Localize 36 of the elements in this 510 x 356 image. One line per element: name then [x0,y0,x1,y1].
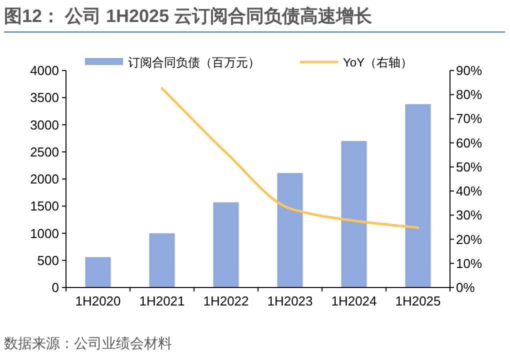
y2-tick-label: 90% [456,63,482,78]
y-tick-label: 0 [52,280,59,295]
source-note: 数据来源：公司业绩会材料 [4,335,172,351]
bar [277,173,303,288]
y2-tick-label: 40% [456,184,482,199]
y2-tick-label: 50% [456,159,482,174]
y2-tick-label: 30% [456,208,482,223]
line-series [160,87,420,229]
y2-tick-label: 20% [456,232,482,247]
y-tick-label: 500 [37,252,59,268]
y2-tick-label: 60% [456,135,482,150]
bar [341,141,367,288]
chart-title: 图12： 公司 1H2025 云订阅合同负债高速增长 [4,6,374,26]
legend-label: 订阅合同负债（百万元） [128,56,260,70]
y-tick-label: 2500 [30,144,59,160]
x-tick-label: 1H2020 [75,294,121,308]
y-tick-label: 1000 [30,226,59,241]
y-tick-label: 3500 [30,90,59,106]
bar [85,257,111,288]
y2-tick-label: 0% [456,280,476,295]
y-tick-label: 2000 [30,172,59,186]
y2-tick-label: 80% [456,87,482,102]
bar [405,104,431,288]
bar [149,233,175,288]
x-tick-label: 1H2021 [139,294,185,308]
y-tick-label: 4000 [30,63,59,78]
x-tick-label: 1H2025 [395,294,441,308]
bar [213,202,239,288]
x-tick-label: 1H2022 [203,294,249,308]
x-tick-label: 1H2023 [267,294,313,308]
legend-label: YoY（右轴） [343,56,413,70]
y2-tick-label: 10% [456,256,482,271]
y-tick-label: 3000 [30,117,59,132]
y2-tick-label: 70% [456,111,482,126]
x-tick-label: 1H2024 [331,294,377,308]
y-tick-label: 1500 [30,198,59,214]
